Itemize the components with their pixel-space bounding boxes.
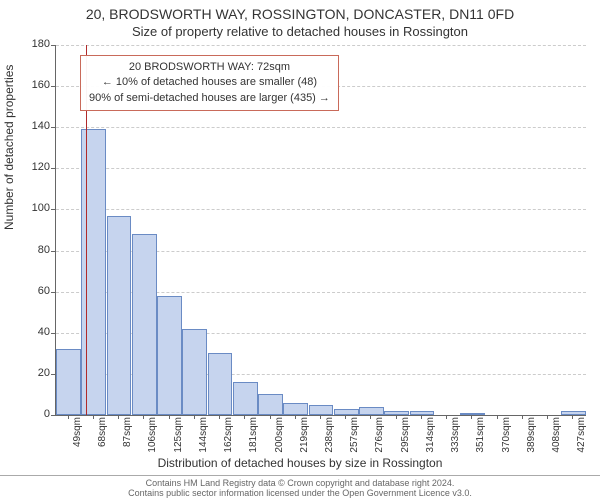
gridline bbox=[56, 168, 586, 169]
ytick-label: 160 bbox=[10, 79, 50, 91]
annotation-line: 20 BRODSWORTH WAY: 72sqm bbox=[89, 60, 330, 75]
bar bbox=[208, 353, 233, 415]
bar bbox=[384, 411, 409, 415]
annotation-box: 20 BRODSWORTH WAY: 72sqm← 10% of detache… bbox=[80, 55, 339, 111]
xtick-label: 257sqm bbox=[349, 417, 360, 457]
xtick-label: 427sqm bbox=[576, 417, 587, 457]
xtick-mark bbox=[244, 415, 245, 419]
xtick-label: 333sqm bbox=[450, 417, 461, 457]
annotation-line: 90% of semi-detached houses are larger (… bbox=[89, 91, 330, 106]
xtick-label: 219sqm bbox=[299, 417, 310, 457]
bar bbox=[410, 411, 435, 415]
xtick-label: 87sqm bbox=[122, 417, 133, 457]
xtick-label: 370sqm bbox=[501, 417, 512, 457]
ytick-mark bbox=[51, 168, 55, 169]
gridline bbox=[56, 209, 586, 210]
xtick-label: 408sqm bbox=[551, 417, 562, 457]
xtick-mark bbox=[572, 415, 573, 419]
ytick-mark bbox=[51, 251, 55, 252]
ytick-label: 100 bbox=[10, 202, 50, 214]
ytick-label: 40 bbox=[10, 326, 50, 338]
xtick-mark bbox=[345, 415, 346, 419]
xtick-label: 144sqm bbox=[198, 417, 209, 457]
footer-line-2: Contains public sector information licen… bbox=[0, 488, 600, 498]
ytick-label: 80 bbox=[10, 244, 50, 256]
ytick-mark bbox=[51, 86, 55, 87]
xtick-mark bbox=[169, 415, 170, 419]
bar bbox=[233, 382, 258, 415]
xtick-mark bbox=[471, 415, 472, 419]
xtick-mark bbox=[522, 415, 523, 419]
xtick-label: 200sqm bbox=[274, 417, 285, 457]
xtick-mark bbox=[194, 415, 195, 419]
xtick-mark bbox=[143, 415, 144, 419]
bar bbox=[132, 234, 157, 415]
xtick-mark bbox=[446, 415, 447, 419]
ytick-label: 120 bbox=[10, 161, 50, 173]
ytick-mark bbox=[51, 127, 55, 128]
x-axis-label: Distribution of detached houses by size … bbox=[0, 456, 600, 470]
chart-title-main: 20, BRODSWORTH WAY, ROSSINGTON, DONCASTE… bbox=[0, 6, 600, 22]
xtick-label: 49sqm bbox=[72, 417, 83, 457]
xtick-mark bbox=[93, 415, 94, 419]
xtick-label: 68sqm bbox=[97, 417, 108, 457]
xtick-label: 162sqm bbox=[223, 417, 234, 457]
xtick-mark bbox=[219, 415, 220, 419]
ytick-label: 60 bbox=[10, 285, 50, 297]
bar bbox=[56, 349, 81, 415]
ytick-mark bbox=[51, 333, 55, 334]
gridline bbox=[56, 127, 586, 128]
xtick-mark bbox=[396, 415, 397, 419]
xtick-mark bbox=[295, 415, 296, 419]
bar bbox=[258, 394, 283, 415]
xtick-label: 314sqm bbox=[425, 417, 436, 457]
xtick-label: 181sqm bbox=[248, 417, 259, 457]
chart-title-sub: Size of property relative to detached ho… bbox=[0, 24, 600, 39]
ytick-mark bbox=[51, 45, 55, 46]
xtick-mark bbox=[118, 415, 119, 419]
ytick-label: 140 bbox=[10, 120, 50, 132]
bar bbox=[309, 405, 334, 415]
ytick-mark bbox=[51, 292, 55, 293]
xtick-mark bbox=[497, 415, 498, 419]
ytick-mark bbox=[51, 415, 55, 416]
xtick-label: 295sqm bbox=[400, 417, 411, 457]
annotation-line: ← 10% of detached houses are smaller (48… bbox=[89, 75, 330, 90]
xtick-mark bbox=[421, 415, 422, 419]
xtick-mark bbox=[547, 415, 548, 419]
bar bbox=[157, 296, 182, 415]
xtick-mark bbox=[370, 415, 371, 419]
xtick-label: 389sqm bbox=[526, 417, 537, 457]
bar bbox=[182, 329, 207, 415]
xtick-mark bbox=[68, 415, 69, 419]
footer-line-1: Contains HM Land Registry data © Crown c… bbox=[0, 478, 600, 488]
bar bbox=[107, 216, 132, 415]
xtick-mark bbox=[270, 415, 271, 419]
xtick-label: 238sqm bbox=[324, 417, 335, 457]
ytick-mark bbox=[51, 209, 55, 210]
ytick-mark bbox=[51, 374, 55, 375]
chart-footer: Contains HM Land Registry data © Crown c… bbox=[0, 475, 600, 498]
xtick-mark bbox=[320, 415, 321, 419]
gridline bbox=[56, 45, 586, 46]
bar bbox=[283, 403, 308, 415]
ytick-label: 180 bbox=[10, 38, 50, 50]
xtick-label: 276sqm bbox=[374, 417, 385, 457]
xtick-label: 351sqm bbox=[475, 417, 486, 457]
ytick-label: 20 bbox=[10, 367, 50, 379]
ytick-label: 0 bbox=[10, 408, 50, 420]
bar bbox=[359, 407, 384, 415]
xtick-label: 125sqm bbox=[173, 417, 184, 457]
bar bbox=[81, 129, 106, 415]
xtick-label: 106sqm bbox=[147, 417, 158, 457]
